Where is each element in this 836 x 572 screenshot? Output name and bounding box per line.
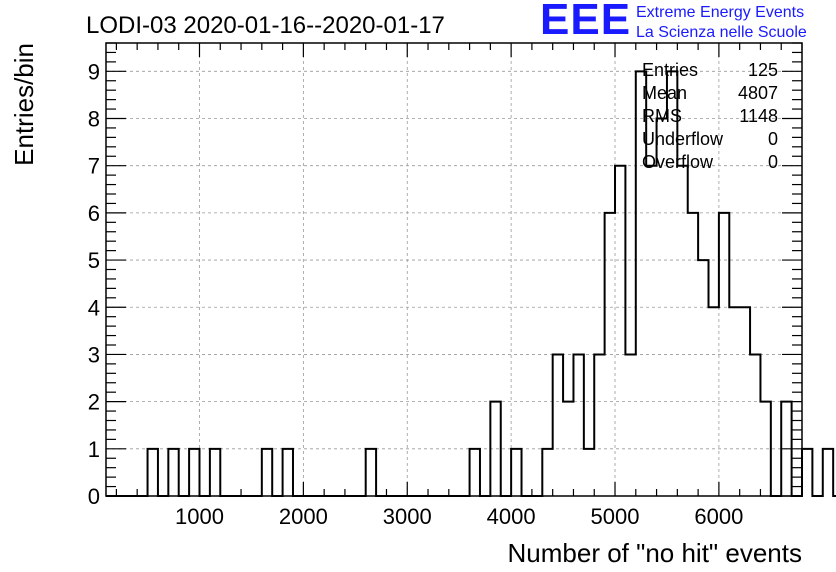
x-tick-label: 6000 — [694, 504, 743, 529]
histogram-outline — [106, 70, 836, 497]
x-tick-label: 1000 — [175, 504, 224, 529]
x-axis-label: Number of "no hit" events — [508, 538, 803, 568]
stats-overflow-label: Overflow — [642, 152, 714, 172]
stats-rms-value: 1148 — [739, 106, 778, 126]
y-tick-label: 1 — [88, 437, 100, 462]
logo-line-1: Extreme Energy Events — [636, 4, 805, 21]
x-tick-labels: 1000 2000 3000 4000 5000 6000 — [175, 504, 743, 529]
stats-mean-value: 4807 — [738, 83, 778, 103]
plot-frame — [105, 42, 803, 497]
y-tick-label: 5 — [88, 248, 100, 273]
chart-title: LODI-03 2020-01-16--2020-01-17 — [86, 12, 445, 39]
eee-logo-letters: EEE — [540, 0, 632, 44]
y-tick-label: 6 — [88, 201, 100, 226]
logo-line-2: La Scienza nelle Scuole — [636, 24, 807, 41]
y-tick-label: 8 — [88, 107, 100, 132]
stats-entries-value: 125 — [748, 60, 778, 80]
stats-box: Entries 125 Mean 4807 RMS 1148 Underflow… — [642, 60, 778, 172]
grid-lines — [106, 43, 802, 496]
y-axis-label: Entries/bin — [9, 43, 39, 166]
stats-overflow-value: 0 — [768, 152, 778, 172]
x-tick-label: 4000 — [487, 504, 536, 529]
x-tick-label: 3000 — [383, 504, 432, 529]
stats-underflow-value: 0 — [768, 129, 778, 149]
axis-ticks — [106, 42, 803, 497]
stats-underflow-label: Underflow — [642, 129, 724, 149]
y-tick-label: 7 — [88, 154, 100, 179]
x-tick-label: 2000 — [279, 504, 328, 529]
stats-rms-label: RMS — [642, 106, 682, 126]
y-tick-labels: 0 1 2 3 4 5 6 7 8 9 — [88, 59, 100, 509]
histogram-bars — [106, 70, 836, 497]
y-tick-label: 3 — [88, 342, 100, 367]
y-tick-label: 9 — [88, 59, 100, 84]
y-tick-label: 4 — [88, 295, 100, 320]
y-tick-label: 2 — [88, 390, 100, 415]
stats-entries-label: Entries — [642, 60, 698, 80]
y-tick-label: 0 — [88, 484, 100, 509]
x-tick-label: 5000 — [591, 504, 640, 529]
stats-mean-label: Mean — [642, 83, 687, 103]
